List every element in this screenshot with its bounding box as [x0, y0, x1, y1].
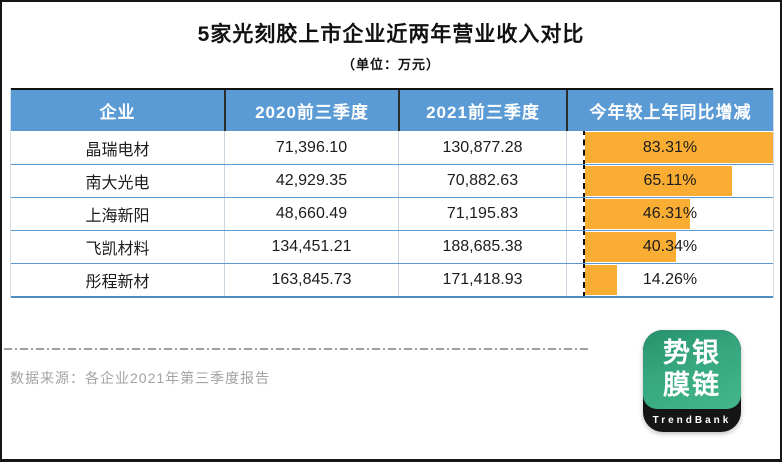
growth-label: 46.31%: [642, 205, 698, 222]
baseline-dashed-rule: [583, 131, 585, 164]
company-cell: 飞凯材料: [85, 241, 150, 258]
data-source-note: 数据来源：各企业2021年第三季度报告: [10, 370, 271, 386]
logo-text-line2: 膜链: [663, 370, 721, 400]
growth-bar: [585, 265, 618, 295]
page-title: 5家光刻胶上市企业近两年营业收入对比: [197, 23, 585, 46]
growth-bar: [585, 166, 732, 196]
growth-bar: [585, 232, 677, 262]
revenue-2021-cell: 70,882.63: [398, 165, 566, 197]
trendbank-logo-mark: 势银 膜链: [643, 330, 741, 409]
growth-cell: 83.31%: [566, 131, 773, 164]
baseline-dashed-rule: [583, 231, 585, 263]
logo-text-line1: 势银: [663, 338, 721, 368]
page-subtitle: （单位：万元）: [341, 57, 440, 72]
revenue-2020-cell: 134,451.21: [224, 231, 398, 263]
logo-brand-band: TrendBank: [643, 409, 741, 432]
revenue-2021-cell: 71,195.83: [398, 198, 566, 230]
revenue-2020-cell: 71,396.10: [224, 131, 398, 164]
revenue-comparison-table: 企业 2020前三季度 2021前三季度 今年较上年同比增减 晶瑞电材 71,3…: [10, 88, 774, 298]
header-yoy-growth: 今年较上年同比增减: [566, 90, 773, 131]
growth-bar: [585, 199, 690, 229]
table-row: 彤程新材 163,845.73 171,418.93 14.26%: [11, 263, 773, 296]
trendbank-logo: 势银 膜链 TrendBank: [643, 330, 741, 432]
growth-label: 65.11%: [643, 172, 697, 189]
revenue-2021-cell: 130,877.28: [398, 131, 566, 164]
table-row: 南大光电 42,929.35 70,882.63 65.11%: [11, 164, 773, 197]
company-cell: 南大光电: [85, 175, 150, 192]
dash-dot-divider: [4, 348, 590, 350]
growth-cell: 14.26%: [566, 264, 773, 296]
logo-brand-text: TrendBank: [652, 415, 732, 426]
table-row: 上海新阳 48,660.49 71,195.83 46.31%: [11, 197, 773, 230]
table-row: 飞凯材料 134,451.21 188,685.38 40.34%: [11, 230, 773, 263]
revenue-2020-cell: 163,845.73: [224, 264, 398, 296]
revenue-2020-cell: 42,929.35: [224, 165, 398, 197]
table-body: 晶瑞电材 71,396.10 130,877.28 83.31% 南大光电 42…: [11, 131, 773, 298]
table-row: 晶瑞电材 71,396.10 130,877.28 83.31%: [11, 131, 773, 164]
growth-cell: 65.11%: [566, 165, 773, 197]
growth-cell: 46.31%: [566, 198, 773, 230]
growth-bar: [585, 132, 773, 163]
growth-label: 14.26%: [642, 271, 698, 288]
revenue-2020-cell: 48,660.49: [224, 198, 398, 230]
company-cell: 上海新阳: [85, 208, 150, 225]
header-company: 企业: [99, 103, 136, 122]
company-cell: 彤程新材: [85, 274, 150, 291]
baseline-dashed-rule: [583, 264, 585, 296]
growth-label: 83.31%: [642, 138, 698, 156]
baseline-dashed-rule: [583, 165, 585, 197]
growth-cell: 40.34%: [566, 231, 773, 263]
company-cell: 晶瑞电材: [85, 141, 150, 159]
growth-label: 40.34%: [642, 238, 698, 255]
table-header-row: 企业 2020前三季度 2021前三季度 今年较上年同比增减: [11, 88, 773, 131]
header-2020-q1-3: 2020前三季度: [224, 90, 398, 131]
header-2021-q1-3: 2021前三季度: [398, 90, 566, 131]
revenue-2021-cell: 171,418.93: [398, 264, 566, 296]
revenue-2021-cell: 188,685.38: [398, 231, 566, 263]
baseline-dashed-rule: [583, 198, 585, 230]
